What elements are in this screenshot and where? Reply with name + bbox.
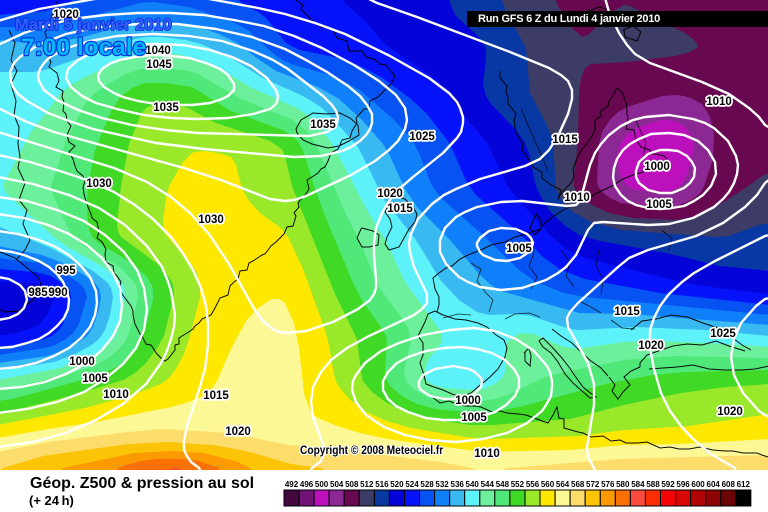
- svg-text:600: 600: [691, 480, 705, 489]
- svg-text:1010: 1010: [706, 96, 732, 108]
- svg-text:1005: 1005: [506, 243, 532, 255]
- svg-text:1005: 1005: [461, 412, 487, 424]
- svg-text:995: 995: [56, 265, 76, 277]
- svg-text:1005: 1005: [646, 199, 672, 211]
- svg-text:1010: 1010: [564, 192, 590, 204]
- svg-text:1020: 1020: [225, 426, 251, 438]
- svg-text:1020: 1020: [717, 406, 743, 418]
- svg-text:504: 504: [330, 480, 344, 489]
- svg-text:496: 496: [300, 480, 314, 489]
- svg-text:1015: 1015: [387, 203, 413, 215]
- svg-text:1010: 1010: [103, 389, 129, 401]
- svg-text:1020: 1020: [53, 9, 79, 21]
- svg-text:596: 596: [676, 480, 690, 489]
- svg-text:512: 512: [360, 480, 374, 489]
- svg-text:568: 568: [571, 480, 585, 489]
- svg-text:1035: 1035: [153, 102, 179, 114]
- svg-text:500: 500: [315, 480, 329, 489]
- svg-text:548: 548: [496, 480, 510, 489]
- svg-text:1045: 1045: [146, 59, 172, 71]
- svg-text:572: 572: [586, 480, 600, 489]
- svg-text:516: 516: [375, 480, 389, 489]
- svg-text:584: 584: [631, 480, 645, 489]
- svg-text:612: 612: [737, 480, 751, 489]
- svg-text:1000: 1000: [644, 161, 670, 173]
- svg-text:985: 985: [28, 287, 48, 299]
- svg-text:7:00 locale: 7:00 locale: [21, 34, 146, 61]
- svg-text:492: 492: [285, 480, 299, 489]
- svg-text:990: 990: [48, 287, 67, 299]
- svg-text:1035: 1035: [310, 119, 336, 131]
- svg-text:1015: 1015: [203, 390, 229, 402]
- svg-text:1020: 1020: [638, 340, 664, 352]
- svg-text:528: 528: [420, 480, 434, 489]
- svg-text:540: 540: [466, 480, 480, 489]
- svg-text:1010: 1010: [474, 448, 500, 460]
- svg-text:508: 508: [345, 480, 359, 489]
- svg-text:532: 532: [435, 480, 449, 489]
- svg-text:520: 520: [390, 480, 404, 489]
- svg-text:604: 604: [707, 480, 721, 489]
- svg-text:1040: 1040: [145, 45, 171, 57]
- svg-text:608: 608: [722, 480, 736, 489]
- svg-text:544: 544: [481, 480, 495, 489]
- svg-text:1015: 1015: [552, 134, 578, 146]
- svg-text:1030: 1030: [198, 214, 224, 226]
- svg-text:1020: 1020: [377, 188, 403, 200]
- svg-text:1030: 1030: [86, 178, 112, 190]
- svg-text:580: 580: [616, 480, 630, 489]
- svg-text:536: 536: [451, 480, 465, 489]
- svg-text:576: 576: [601, 480, 615, 489]
- svg-text:1005: 1005: [82, 373, 108, 385]
- svg-text:524: 524: [405, 480, 419, 489]
- svg-text:Mardi 5 janvier 2010: Mardi 5 janvier 2010: [15, 16, 172, 34]
- svg-text:1015: 1015: [614, 306, 640, 318]
- svg-text:1000: 1000: [455, 395, 481, 407]
- svg-text:560: 560: [541, 480, 555, 489]
- svg-text:1025: 1025: [710, 328, 736, 340]
- svg-text:552: 552: [511, 480, 525, 489]
- svg-text:1000: 1000: [69, 356, 95, 368]
- svg-text:1025: 1025: [409, 131, 435, 143]
- svg-text:588: 588: [646, 480, 660, 489]
- svg-text:564: 564: [556, 480, 570, 489]
- svg-text:556: 556: [526, 480, 540, 489]
- svg-text:592: 592: [661, 480, 675, 489]
